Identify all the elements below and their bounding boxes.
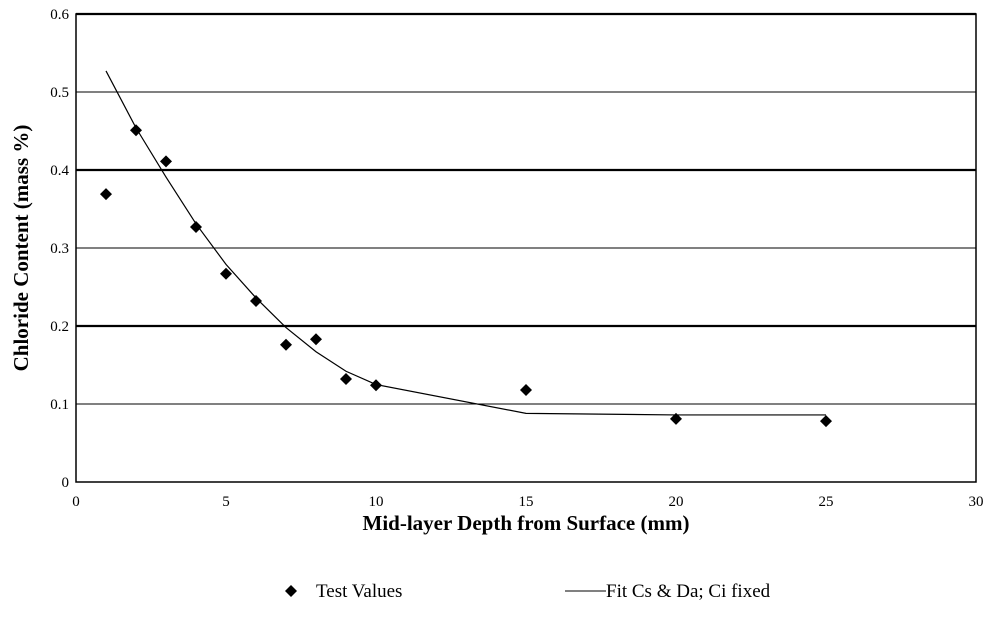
- data-point: [220, 267, 232, 280]
- y-axis-ticks: 0 0.1 0.2 0.3 0.4 0.5 0.6: [50, 7, 69, 491]
- data-point: [130, 124, 142, 137]
- legend-label-test-values: Test Values: [316, 581, 402, 602]
- data-point: [100, 188, 112, 201]
- y-tick-label: 0.5: [50, 85, 69, 101]
- y-tick-label: 0: [62, 475, 70, 491]
- x-axis-title: Mid-layer Depth from Surface (mm): [363, 511, 690, 535]
- x-tick-label: 5: [222, 494, 230, 510]
- x-tick-label: 0: [72, 494, 80, 510]
- legend: Test Values Fit Cs & Da; Ci fixed: [285, 581, 771, 602]
- data-point: [280, 338, 292, 351]
- data-point: [820, 415, 832, 428]
- data-point: [160, 155, 172, 168]
- fit-line: [105, 70, 826, 416]
- data-point: [310, 333, 322, 346]
- x-axis-ticks: 0 5 10 15 20 25 30: [72, 494, 983, 510]
- y-tick-label: 0.4: [50, 163, 69, 179]
- y-tick-label: 0.6: [50, 7, 69, 23]
- data-point: [370, 379, 382, 392]
- data-point: [670, 412, 682, 425]
- x-tick-label: 30: [969, 494, 984, 510]
- data-point: [520, 383, 532, 396]
- legend-label-fit: Fit Cs & Da; Ci fixed: [606, 581, 771, 602]
- x-tick-label: 20: [669, 494, 684, 510]
- data-point: [250, 295, 262, 308]
- y-tick-label: 0.1: [50, 397, 69, 413]
- plot-frame: [75, 13, 977, 483]
- gridlines: [76, 12, 976, 405]
- y-tick-label: 0.3: [50, 241, 69, 257]
- x-tick-label: 15: [519, 494, 534, 510]
- fit-line-series: [105, 70, 826, 416]
- legend-marker-test-values: [285, 585, 297, 597]
- data-point: [190, 220, 202, 233]
- x-tick-label: 10: [369, 494, 384, 510]
- data-point: [340, 373, 352, 386]
- test-values-series: [100, 124, 832, 428]
- y-tick-label: 0.2: [50, 319, 69, 335]
- x-tick-label: 25: [819, 494, 834, 510]
- y-axis-title: Chloride Content (mass %): [9, 125, 33, 372]
